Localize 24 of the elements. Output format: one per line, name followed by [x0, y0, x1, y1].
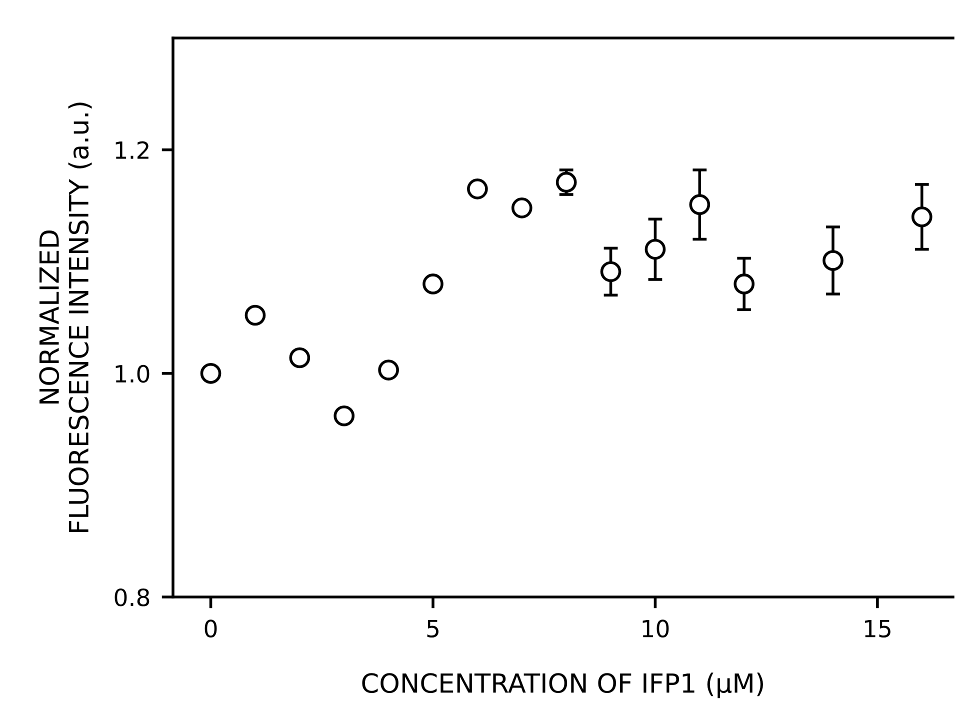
point [422, 274, 444, 294]
x-tick-label: 15 [865, 620, 890, 638]
x-tick-label: 5 [427, 620, 438, 638]
point [822, 250, 844, 271]
point [689, 194, 710, 215]
point [556, 172, 577, 193]
point [467, 178, 488, 200]
point [334, 405, 355, 426]
y-tick-label: 0.8 [114, 588, 150, 606]
point [244, 304, 266, 326]
point [378, 360, 399, 380]
x-axis-title: CONCENTRATION OF IFP1 (μM) [362, 672, 763, 698]
x-tick-label: 0 [204, 620, 217, 638]
y-tick-label: 1.0 [116, 364, 150, 383]
point [289, 347, 310, 368]
x-tick-label: 10 [642, 620, 669, 638]
point [200, 362, 222, 384]
point [600, 261, 622, 282]
y-tick-label: 1.2 [116, 141, 148, 159]
point [511, 198, 532, 218]
point [911, 206, 932, 228]
point [644, 238, 666, 260]
point [734, 274, 755, 294]
y-axis-title: NORMALIZED FLUORESCENCE INTENSITY (a.u.) [39, 102, 92, 532]
